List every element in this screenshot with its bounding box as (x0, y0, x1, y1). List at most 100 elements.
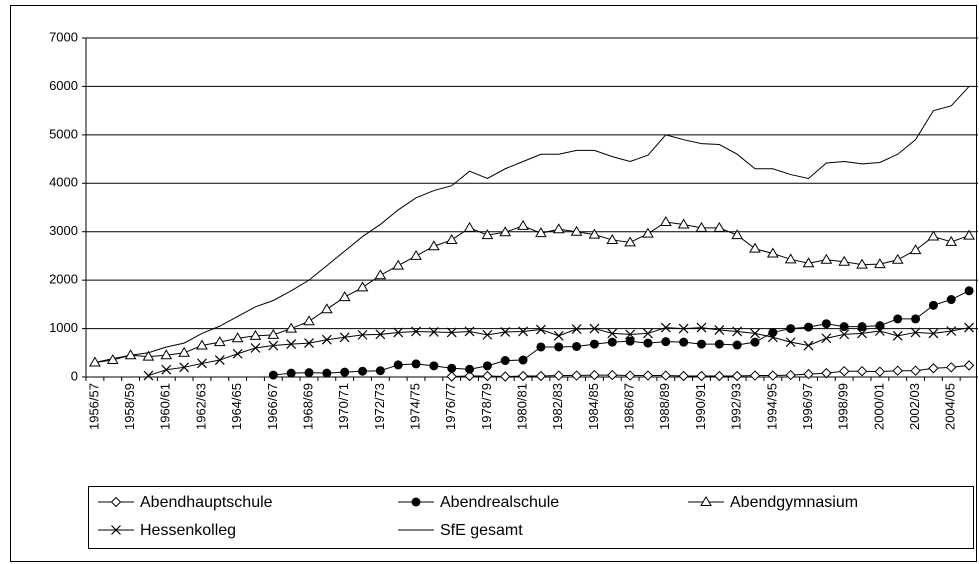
marker (874, 366, 886, 377)
marker (321, 334, 332, 345)
series-line (94, 86, 970, 363)
marker (571, 324, 582, 334)
marker (214, 355, 225, 365)
marker (785, 369, 796, 381)
marker (518, 326, 529, 337)
x-tick-label: 1998/99 (836, 383, 851, 430)
x-tick-label: 1972/73 (372, 383, 387, 430)
marker (731, 229, 744, 240)
x-tick-label: 2004/05 (943, 383, 958, 430)
marker (786, 324, 796, 334)
x-tick-label: 1980/81 (515, 383, 530, 430)
marker (500, 371, 511, 382)
marker (732, 340, 742, 350)
x-tick-label: 1994/95 (764, 383, 779, 430)
marker (447, 363, 457, 373)
marker (714, 370, 725, 382)
marker (286, 339, 297, 349)
marker (642, 227, 654, 238)
marker (303, 315, 315, 326)
marker (393, 360, 403, 370)
marker (393, 327, 404, 338)
marker (679, 337, 689, 347)
x-tick-label: 2000/01 (871, 383, 886, 430)
marker (285, 322, 298, 333)
marker (286, 368, 296, 378)
marker (464, 370, 475, 382)
marker (196, 339, 208, 350)
legend-marker (411, 497, 421, 507)
marker (142, 350, 155, 361)
marker (964, 322, 975, 333)
marker (517, 370, 529, 382)
marker (358, 366, 368, 376)
marker (589, 323, 600, 334)
x-tick-label: 1990/91 (693, 383, 708, 430)
marker (892, 365, 903, 376)
marker (713, 221, 726, 232)
marker (465, 364, 475, 374)
x-tick-label: 1974/75 (407, 383, 422, 430)
marker (143, 370, 154, 381)
marker (696, 322, 707, 333)
marker (678, 323, 689, 334)
marker (910, 365, 921, 376)
x-tick-label: 1984/85 (586, 383, 601, 430)
marker (268, 370, 278, 380)
x-tick-label: 1966/67 (265, 383, 280, 430)
marker (357, 329, 368, 340)
marker (320, 303, 333, 314)
marker (607, 337, 617, 347)
x-tick-label: 1986/87 (622, 383, 637, 430)
marker (517, 219, 529, 230)
x-tick-label: 2002/03 (907, 383, 922, 430)
marker (89, 356, 101, 367)
marker (820, 253, 833, 264)
marker (482, 370, 493, 382)
marker (714, 325, 725, 335)
marker (928, 363, 939, 374)
marker (695, 221, 708, 232)
x-tick-label: 1962/63 (193, 383, 208, 430)
marker (554, 342, 564, 352)
marker (749, 370, 761, 381)
marker (714, 339, 724, 349)
marker (892, 330, 903, 341)
marker (910, 327, 921, 338)
marker (572, 341, 582, 351)
x-tick-label: 1996/97 (800, 383, 815, 430)
marker (338, 291, 351, 302)
y-tick-label: 6000 (49, 78, 78, 93)
legend-marker (111, 525, 121, 535)
x-tick-label: 1978/79 (479, 383, 494, 430)
marker (339, 332, 350, 343)
marker (375, 366, 385, 376)
marker (856, 258, 868, 269)
marker (553, 370, 564, 381)
marker (267, 328, 280, 339)
y-tick-label: 7000 (49, 29, 78, 44)
marker (589, 339, 599, 349)
y-tick-label: 3000 (49, 223, 78, 238)
marker (106, 354, 119, 365)
x-tick-label: 1982/83 (550, 383, 565, 430)
marker (124, 349, 137, 360)
marker (839, 322, 849, 332)
marker (857, 322, 867, 332)
marker (875, 321, 885, 331)
marker (677, 218, 690, 229)
marker (446, 371, 457, 382)
legend-label: Abendgymnasium (730, 494, 858, 511)
legend-label: Hessenkolleg (140, 522, 236, 539)
marker (552, 223, 565, 234)
legend-label: SfE gesamt (440, 522, 523, 539)
legend-marker (110, 496, 122, 508)
marker (660, 322, 671, 333)
marker (945, 235, 958, 246)
legend-box (88, 486, 974, 549)
marker (553, 330, 564, 341)
marker (161, 364, 172, 375)
marker (606, 233, 619, 244)
marker (732, 326, 743, 337)
